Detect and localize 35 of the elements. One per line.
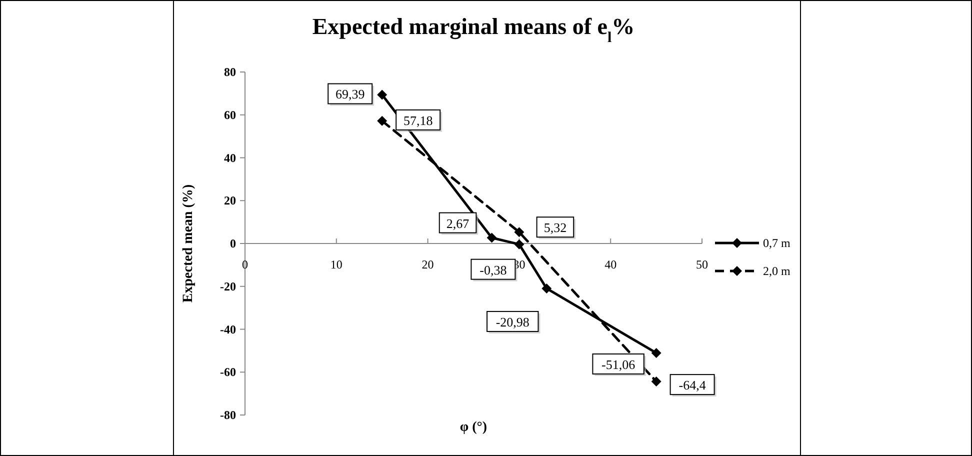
y-tick-label: -20 [220, 279, 236, 294]
y-tick-label: 0 [230, 236, 236, 250]
data-label: -64,4 [678, 378, 706, 393]
data-label: 5,32 [544, 220, 567, 236]
y-tick-label: -60 [220, 365, 236, 380]
data-label: 69,39 [335, 86, 365, 102]
data-label: -51,06 [602, 356, 636, 372]
data-label: 2,67 [446, 216, 470, 231]
legend-label: 0,7 m [763, 236, 791, 250]
data-label: 57,18 [403, 112, 433, 128]
y-tick-label: 80 [224, 65, 236, 79]
point [514, 239, 524, 250]
point [651, 376, 662, 387]
chart-title: Expected marginal means of e$_{l}$% [312, 14, 635, 46]
y-tick-label: 60 [224, 108, 236, 122]
x-tick-label: 40 [604, 258, 617, 272]
y-axis-title: Expected mean (%) [181, 184, 196, 303]
x-tick-label: 0 [242, 258, 248, 272]
y-tick-label: 20 [224, 194, 236, 208]
x-tick-label: 10 [330, 258, 342, 272]
y-tick-label: -80 [220, 408, 236, 422]
x-tick-label: 50 [696, 258, 708, 272]
x-tick-label: 20 [422, 258, 434, 272]
data-label: -20,98 [496, 314, 530, 330]
y-tick-label: 40 [224, 150, 236, 165]
point [651, 348, 662, 358]
point [486, 232, 497, 243]
legend-label: 2,0 m [763, 264, 791, 278]
point [377, 90, 388, 100]
x-axis-title: φ (°) [460, 420, 488, 435]
data-label: -0,38 [480, 262, 507, 278]
y-tick-label: -40 [220, 322, 236, 336]
point [377, 116, 388, 126]
point [514, 227, 524, 238]
point [542, 283, 552, 294]
